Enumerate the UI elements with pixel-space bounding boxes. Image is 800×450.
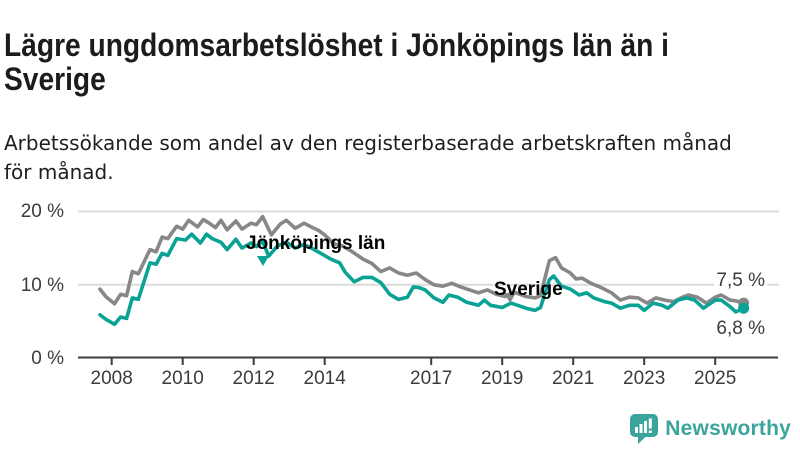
x-axis-tick-label: 2017 — [410, 368, 453, 389]
title-line-1: Lägre ungdomsarbetslöshet i Jönköpings l… — [4, 27, 669, 64]
y-axis-tick-label-10: 10 % — [20, 275, 64, 296]
series-line-0 — [98, 214, 746, 306]
x-axis-tick-label: 2025 — [694, 368, 737, 389]
x-axis-tick-label: 2010 — [161, 368, 204, 389]
series-line-1 — [98, 232, 746, 327]
bar-chart-speech-bubble-icon — [630, 414, 659, 444]
end-value-label-jonkopings-lan: 6,8 % — [714, 318, 767, 340]
chart-subtitle: Arbetssökande som andel av den registerb… — [4, 129, 732, 187]
annotation-pointer-icon — [504, 293, 516, 303]
subtitle-line-1: Arbetssökande som andel av den registerb… — [4, 131, 732, 155]
x-axis-tick-label: 2014 — [303, 368, 346, 389]
x-axis-tick-label: 2019 — [481, 368, 524, 389]
title-line-2: Sverige — [4, 61, 106, 98]
x-axis-tick-label: 2021 — [552, 368, 595, 389]
newsworthy-logo[interactable]: Newsworthy — [630, 414, 791, 444]
x-axis-tick-label: 2023 — [623, 368, 666, 389]
y-axis-tick-label-20: 20 % — [20, 201, 64, 222]
end-value-label-sverige: 7,5 % — [714, 270, 767, 292]
series-label-sverige: Sverige — [494, 279, 563, 300]
series-end-dot — [738, 302, 750, 314]
page-title: Lägre ungdomsarbetslöshet i Jönköpings l… — [4, 28, 669, 96]
y-axis-tick-label-0: 0 % — [31, 348, 64, 369]
subtitle-line-2: för månad. — [4, 160, 114, 184]
series-label-jonkopings-lan: Jönköpings län — [246, 233, 386, 254]
x-axis-tick-label: 2008 — [90, 368, 133, 389]
newsworthy-brand-text: Newsworthy — [665, 417, 791, 440]
annotation-pointer-icon — [257, 256, 269, 266]
x-axis-tick-label: 2012 — [232, 368, 275, 389]
